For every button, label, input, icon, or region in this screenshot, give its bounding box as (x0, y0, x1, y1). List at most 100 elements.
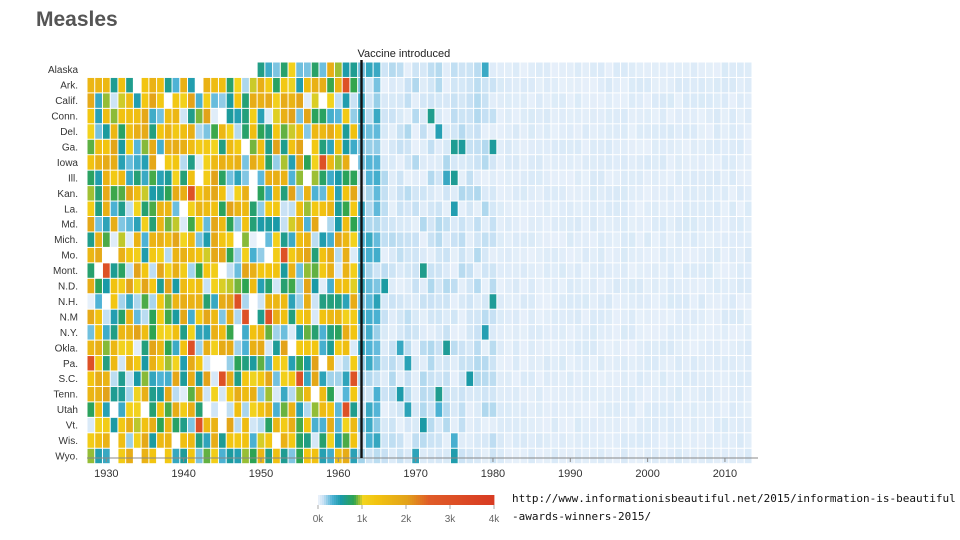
heatmap-cell (597, 232, 605, 247)
state-label: Alaska (48, 65, 78, 76)
heatmap-cell (659, 124, 667, 139)
legend-swatch (434, 495, 437, 505)
heatmap-cell (520, 263, 528, 278)
heatmap-cell (435, 217, 443, 232)
heatmap-cell (481, 278, 489, 294)
heatmap-cell (280, 356, 288, 371)
heatmap-cell (458, 356, 466, 371)
heatmap-cell (698, 93, 706, 108)
heatmap-cell (667, 155, 675, 170)
heatmap-cell (334, 278, 342, 294)
heatmap-cell (311, 93, 319, 108)
heatmap-cell (319, 325, 327, 340)
legend-swatch (392, 495, 395, 505)
heatmap-cell (218, 278, 226, 294)
heatmap-cell (420, 186, 427, 201)
heatmap-cell (311, 124, 319, 139)
heatmap-cell (505, 155, 512, 170)
legend-swatch (472, 495, 475, 505)
heatmap-cell (211, 124, 218, 139)
heatmap-cell (489, 108, 497, 124)
heatmap-cell (474, 263, 481, 278)
heatmap-cell (435, 170, 443, 186)
heatmap-cell (651, 93, 659, 108)
heatmap-cell (443, 62, 450, 77)
heatmap-cell (675, 340, 682, 356)
heatmap-cell (164, 340, 172, 356)
heatmap-cell (512, 232, 520, 247)
heatmap-cell (327, 356, 334, 371)
heatmap-cell (744, 77, 752, 93)
heatmap-cell (698, 108, 706, 124)
heatmap-cell (334, 170, 342, 186)
heatmap-cell (443, 386, 450, 402)
heatmap-cell (698, 448, 706, 464)
heatmap-cell (172, 278, 180, 294)
heatmap-cell (520, 448, 528, 464)
heatmap-cell (304, 309, 311, 325)
heatmap-cell (350, 356, 358, 371)
heatmap-cell (435, 386, 443, 402)
heatmap-cell (95, 356, 102, 371)
heatmap-cell (350, 402, 358, 417)
heatmap-cell (675, 139, 682, 155)
heatmap-cell (319, 247, 327, 263)
heatmap-cell (396, 247, 404, 263)
heatmap-cell (110, 417, 118, 433)
heatmap-cell (706, 93, 713, 108)
heatmap-cell (435, 139, 443, 155)
heatmap-cell (280, 402, 288, 417)
heatmap-cell (126, 340, 133, 356)
heatmap-cell (481, 309, 489, 325)
heatmap-cell (334, 201, 342, 216)
heatmap-cell (381, 386, 389, 402)
legend-swatch (430, 495, 433, 505)
legend-swatch (452, 495, 455, 505)
heatmap-cell (242, 124, 249, 139)
heatmap-cell (164, 386, 172, 402)
source-link[interactable]: http://www.informationisbeautiful.net/20… (512, 492, 956, 523)
heatmap-cell (729, 93, 737, 108)
heatmap-cell (597, 278, 605, 294)
heatmap-cell (389, 232, 396, 247)
heatmap-cell (497, 340, 505, 356)
heatmap-cell (404, 356, 412, 371)
heatmap-cell (211, 139, 218, 155)
heatmap-cell (110, 77, 118, 93)
heatmap-cell (458, 201, 466, 216)
heatmap-cell (713, 294, 721, 309)
heatmap-cell (574, 77, 582, 93)
heatmap-cell (242, 402, 249, 417)
heatmap-cell (311, 139, 319, 155)
heatmap-cell (450, 278, 458, 294)
heatmap-cell (327, 170, 334, 186)
heatmap-cell (164, 186, 172, 201)
heatmap-cell (203, 417, 211, 433)
heatmap-cell (474, 402, 481, 417)
heatmap-cell (180, 340, 188, 356)
heatmap-cell (721, 217, 729, 232)
heatmap-cell (528, 417, 535, 433)
heatmap-cell (690, 294, 698, 309)
heatmap-cell (404, 263, 412, 278)
heatmap-cell (273, 294, 280, 309)
heatmap-cell (481, 247, 489, 263)
vaccine-annotation: Vaccine introduced (358, 48, 450, 458)
heatmap-cell (706, 386, 713, 402)
heatmap-cell (636, 417, 644, 433)
heatmap-cell (675, 402, 682, 417)
heatmap-cell (597, 201, 605, 216)
heatmap-cell (188, 448, 195, 464)
heatmap-cell (350, 170, 358, 186)
heatmap-cell (141, 155, 149, 170)
heatmap-cell (667, 386, 675, 402)
heatmap-cell (381, 186, 389, 201)
heatmap-cell (713, 62, 721, 77)
heatmap-cell (149, 356, 157, 371)
heatmap-cell (659, 77, 667, 93)
x-axis: 1930 1940 1950 1960 1970 1980 1990 2000 2010 (87, 457, 758, 480)
heatmap-cell (443, 278, 450, 294)
heatmap-cell (667, 417, 675, 433)
heatmap-cell (435, 309, 443, 325)
heatmap-cell (698, 309, 706, 325)
